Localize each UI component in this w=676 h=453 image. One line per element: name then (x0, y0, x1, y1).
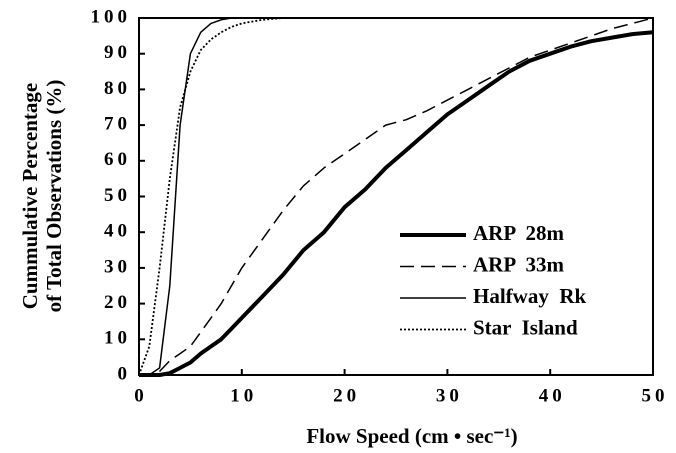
y-axis-label: Cummulative Percentage of Total Observat… (18, 80, 66, 313)
y-tick-label: 40 (104, 221, 131, 242)
y-tick-label: 60 (104, 149, 131, 170)
x-tick-label: 30 (436, 385, 463, 406)
y-axis-label-line: Cummulative Percentage (18, 83, 42, 309)
y-tick-label: 50 (104, 185, 131, 206)
x-tick-label: 40 (539, 385, 566, 406)
legend-label: Halfway Rk (473, 284, 586, 308)
x-tick-label: 20 (333, 385, 360, 406)
legend-label: ARP 33m (473, 252, 565, 276)
x-tick-label: 50 (642, 385, 669, 406)
series-line (138, 17, 653, 376)
y-tick-label: 80 (104, 78, 131, 99)
y-tick-label: 10 (104, 328, 131, 349)
y-tick-label: 20 (104, 292, 131, 313)
y-tick-label: 100 (91, 6, 132, 27)
legend-label: Star Island (473, 315, 578, 339)
x-axis-label: Flow Speed (cm • sec⁻¹) (306, 424, 517, 448)
legend-label: ARP 28m (473, 221, 565, 245)
series-line (139, 30, 654, 377)
y-tick-label: 0 (118, 363, 132, 384)
y-axis-label-line: of Total Observations (%) (42, 80, 66, 313)
y-tick-label: 70 (104, 113, 131, 134)
x-tick-label: 0 (134, 385, 148, 406)
y-tick-label: 90 (104, 42, 131, 63)
y-tick-label: 30 (104, 256, 131, 277)
x-tick-label: 10 (230, 385, 257, 406)
